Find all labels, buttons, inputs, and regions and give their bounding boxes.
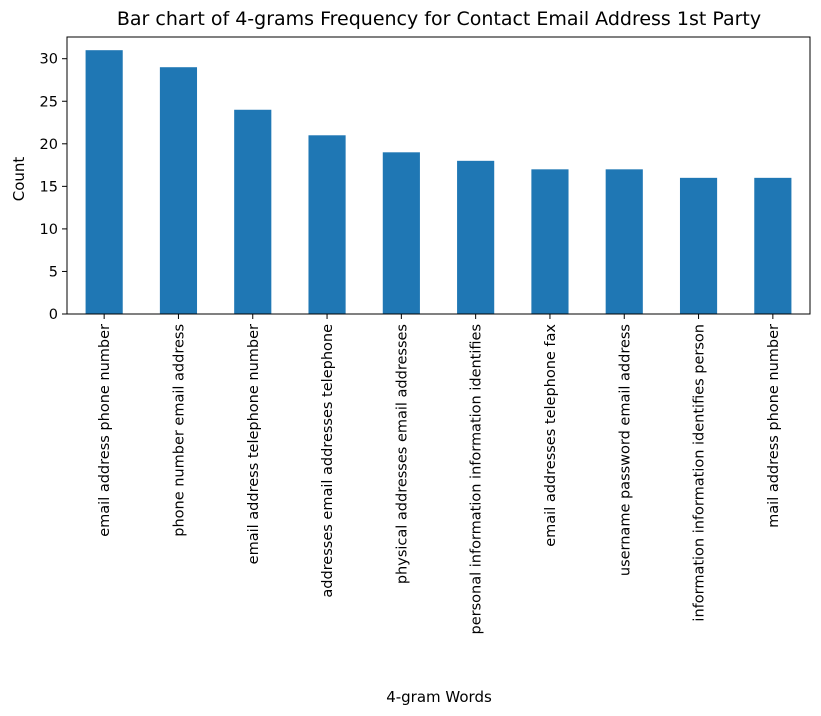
x-tick-label: email addresses telephone fax (543, 324, 559, 547)
y-tick-label: 5 (49, 264, 58, 280)
x-tick-label: physical addresses email addresses (394, 324, 410, 584)
x-axis-label: 4-gram Words (386, 688, 492, 706)
bar (85, 50, 123, 314)
y-tick-label: 10 (40, 222, 58, 238)
x-tick-label: email address phone number (97, 324, 113, 537)
bar (754, 177, 792, 314)
bar (382, 152, 420, 314)
plot-area: 0 5 10 15 20 25 30 email address phone number p… (40, 36, 811, 634)
y-axis: 0 5 10 15 20 25 30 (40, 52, 67, 323)
bar (531, 169, 569, 314)
bar (308, 135, 346, 314)
y-tick-label: 15 (40, 179, 58, 195)
x-tick-label: phone number email address (171, 324, 187, 537)
y-axis-label: Count (10, 157, 28, 202)
x-tick-label: personal information information identif… (469, 324, 485, 634)
plot-frame (66, 36, 811, 315)
bar (234, 109, 272, 314)
x-axis: email address phone number phone number e… (97, 314, 782, 634)
x-tick-label: mail address phone number (766, 324, 782, 528)
x-tick-label: addresses email addresses telephone (320, 324, 336, 598)
bar (159, 67, 198, 315)
x-tick-label: username password email address (617, 324, 633, 576)
y-tick-label: 25 (40, 94, 58, 110)
chart-title: Bar chart of 4-grams Frequency for Conta… (117, 8, 761, 30)
y-tick-label: 30 (40, 52, 58, 68)
y-tick-label: 20 (40, 137, 58, 153)
y-tick-label: 0 (49, 307, 58, 323)
bar (605, 169, 643, 314)
bar (679, 177, 718, 314)
x-tick-label: information information identifies perso… (692, 324, 708, 622)
x-tick-label: email address telephone number (246, 324, 262, 564)
bar (457, 160, 495, 314)
bars (85, 50, 792, 315)
